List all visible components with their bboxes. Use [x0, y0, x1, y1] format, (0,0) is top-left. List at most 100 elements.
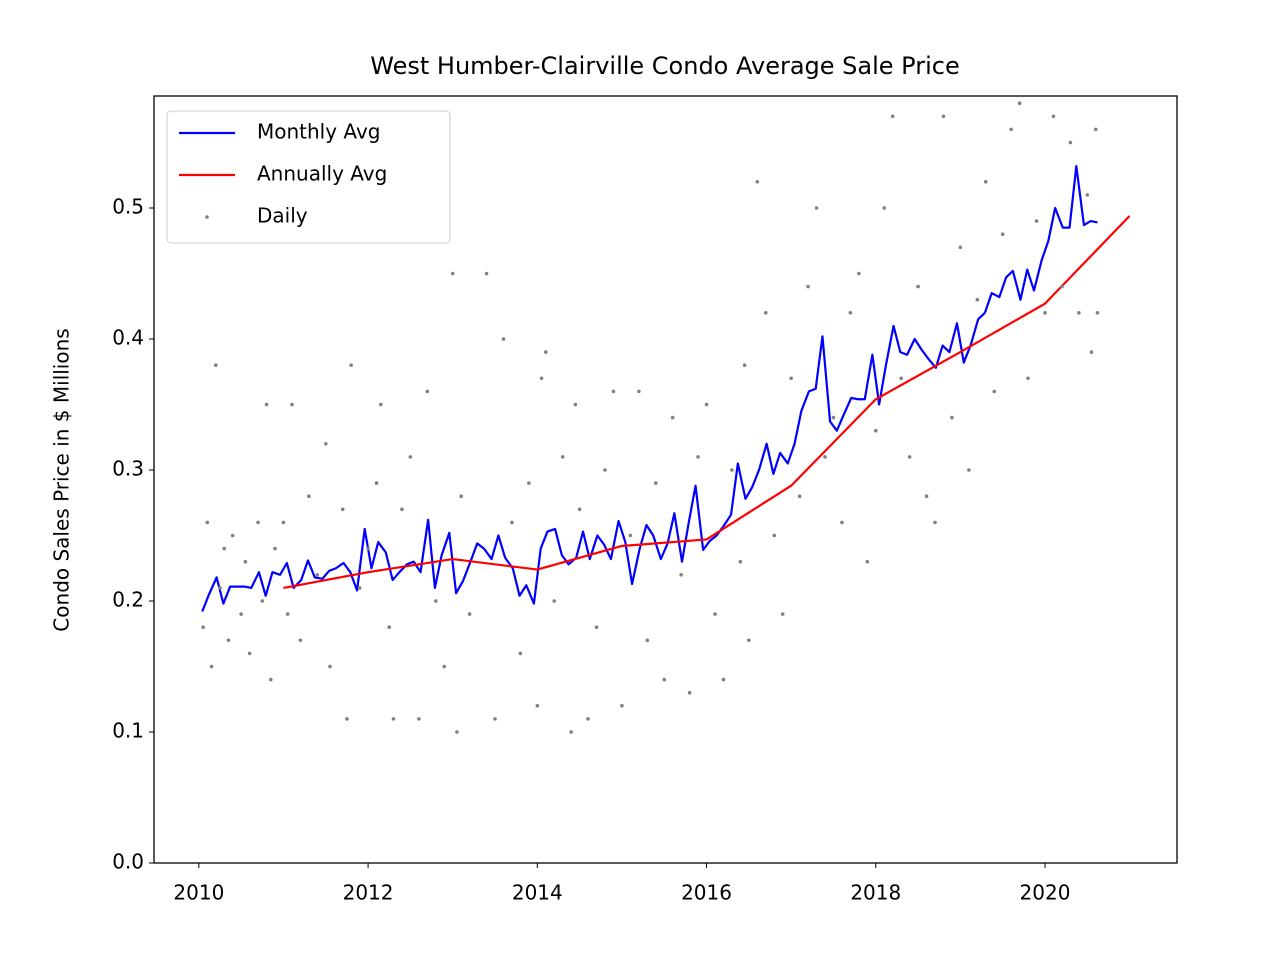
daily-point: [285, 612, 290, 616]
daily-point: [518, 651, 523, 656]
daily-point: [315, 573, 320, 577]
daily-point: [772, 533, 777, 538]
daily-point: [653, 481, 658, 485]
y-tick-label: 0.4: [112, 326, 144, 350]
daily-point: [501, 337, 506, 341]
daily-point: [543, 350, 548, 354]
daily-point: [780, 612, 785, 616]
daily-point: [281, 520, 286, 525]
daily-point: [1043, 311, 1047, 315]
daily-point: [742, 363, 747, 368]
daily-point: [366, 546, 370, 551]
daily-point: [755, 180, 760, 184]
daily-point: [455, 730, 459, 734]
daily-point: [882, 206, 887, 210]
daily-point: [260, 599, 265, 603]
daily-point: [687, 690, 692, 695]
daily-point: [1017, 101, 1022, 106]
daily-point: [992, 389, 997, 394]
series-line: [283, 215, 1131, 589]
daily-point: [290, 402, 294, 407]
daily-point: [679, 573, 683, 577]
daily-point: [933, 520, 937, 525]
legend-label: Annually Avg: [257, 162, 387, 186]
daily-point: [1089, 350, 1094, 354]
daily-point: [1068, 140, 1073, 145]
daily-point: [484, 271, 489, 276]
daily-point: [222, 546, 227, 551]
daily-point: [467, 612, 472, 616]
daily-point: [924, 494, 929, 499]
daily-point: [552, 599, 557, 603]
daily-point: [763, 311, 768, 315]
daily-point: [1093, 127, 1098, 132]
daily-point: [1000, 232, 1005, 237]
x-tick-label: 2014: [512, 881, 563, 905]
daily-point: [873, 428, 878, 433]
daily-point: [594, 625, 599, 630]
legend-label: Monthly Avg: [257, 120, 380, 144]
daily-point: [603, 468, 607, 472]
daily-point: [535, 704, 540, 708]
daily-point: [907, 455, 912, 459]
daily-point: [218, 586, 222, 590]
daily-point: [890, 114, 895, 119]
daily-point: [967, 468, 971, 472]
y-tick-label: 0.1: [112, 719, 144, 743]
daily-point: [328, 664, 332, 669]
daily-point: [450, 271, 455, 276]
daily-point: [823, 455, 827, 459]
daily-point: [493, 717, 497, 721]
daily-point: [1085, 193, 1090, 197]
daily-point: [201, 625, 205, 630]
daily-point: [611, 389, 616, 394]
y-tick-label: 0.3: [112, 457, 144, 481]
legend-marker: [205, 215, 209, 219]
daily-point: [560, 455, 565, 459]
daily-point: [958, 245, 963, 250]
daily-point: [840, 520, 844, 525]
daily-point: [459, 494, 463, 499]
daily-point: [670, 415, 675, 420]
daily-point: [637, 389, 641, 394]
daily-point: [1034, 219, 1039, 223]
daily-point: [425, 389, 430, 394]
daily-point: [433, 599, 438, 603]
daily-point: [527, 481, 531, 485]
daily-point: [247, 651, 252, 656]
legend-label: Daily: [257, 204, 308, 228]
daily-point: [713, 612, 717, 616]
daily-point: [400, 507, 404, 512]
daily-point: [345, 717, 349, 721]
daily-point: [1060, 284, 1064, 289]
daily-point: [941, 114, 946, 119]
y-tick-label: 0.2: [112, 588, 144, 612]
daily-point: [209, 664, 214, 669]
daily-point: [586, 717, 590, 721]
daily-point: [539, 376, 544, 381]
daily-point: [577, 507, 582, 512]
daily-point: [256, 520, 260, 525]
daily-point: [268, 677, 273, 682]
daily-point: [721, 677, 726, 682]
daily-point: [814, 206, 819, 210]
daily-point: [205, 520, 210, 525]
daily-point: [1077, 311, 1081, 315]
legend-box: [166, 110, 451, 244]
x-tick-label: 2010: [173, 881, 224, 905]
daily-point: [569, 730, 573, 734]
daily-point: [975, 297, 980, 302]
daily-point: [213, 363, 218, 368]
daily-point: [243, 559, 248, 564]
daily-point: [848, 311, 853, 315]
daily-point: [374, 481, 379, 485]
daily-point: [307, 494, 311, 499]
daily-point: [378, 402, 383, 407]
daily-point: [391, 717, 396, 721]
x-tick-label: 2018: [850, 881, 901, 905]
daily-point: [340, 507, 345, 512]
daily-point: [806, 284, 810, 289]
daily-point: [387, 625, 392, 630]
daily-point: [789, 376, 793, 381]
